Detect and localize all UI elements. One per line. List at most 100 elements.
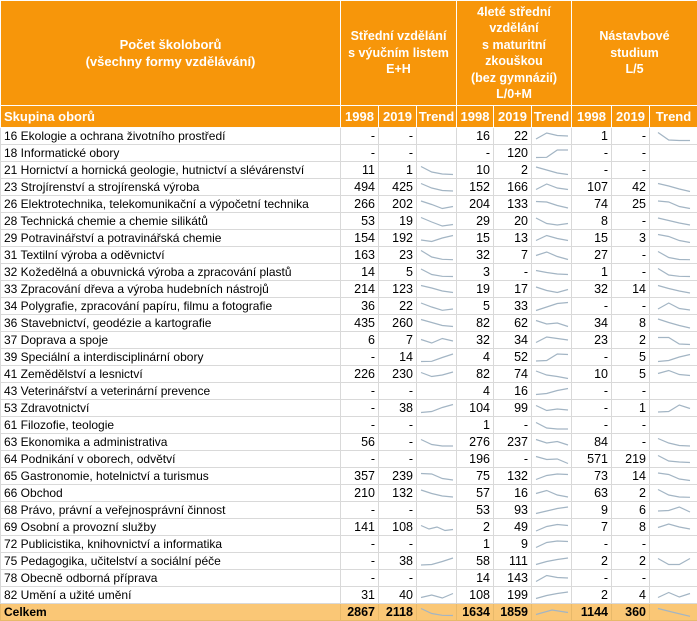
row-label-cell: 53 Zdravotnictví [1,400,341,417]
trend-cell [650,451,697,468]
row-label-cell: 65 Gastronomie, hotelnictví a turismus [1,468,341,485]
value-1998-cell: 34 [572,315,612,332]
value-2019-cell: 132 [379,485,417,502]
value-2019-cell: - [379,434,417,451]
value-2019-cell: 230 [379,366,417,383]
column-header-2019: 2019 [612,106,650,128]
row-label-cell: 64 Podnikání v oborech, odvětví [1,451,341,468]
trend-cell [650,315,697,332]
column-header-2019: 2019 [494,106,532,128]
value-2019-cell: 202 [379,196,417,213]
trend-cell [417,128,457,145]
trend-cell [532,417,572,434]
value-1998-cell: 494 [341,179,379,196]
row-label-cell: 16 Ekologie a ochrana životního prostřed… [1,128,341,145]
trend-cell [532,519,572,536]
trend-sparkline [656,470,692,483]
value-2019-cell: 16 [494,383,532,400]
trend-cell [532,400,572,417]
trend-sparkline [534,453,570,466]
value-2019-cell: - [379,502,417,519]
trend-cell [417,400,457,417]
trend-cell [532,162,572,179]
trend-sparkline [534,589,570,602]
value-1998-cell: - [572,145,612,162]
trend-sparkline [419,181,455,194]
trend-cell [417,502,457,519]
row-label-cell: 82 Umění a užité umění [1,587,341,604]
value-1998-cell: - [341,451,379,468]
trend-sparkline [534,130,570,143]
value-1998-cell: - [572,400,612,417]
trend-sparkline [534,470,570,483]
trend-sparkline [534,521,570,534]
value-1998-cell: 11 [341,162,379,179]
trend-cell [532,332,572,349]
row-label-cell: 23 Strojírenství a strojírenská výroba [1,179,341,196]
row-label-cell: 39 Speciální a interdisciplinární obory [1,349,341,366]
trend-sparkline [534,147,570,160]
trend-cell [532,213,572,230]
trend-sparkline [656,589,692,602]
value-2019-cell: 8 [612,315,650,332]
row-label-cell: 69 Osobní a provozní služby [1,519,341,536]
value-1998-cell: 32 [457,247,494,264]
trend-sparkline [534,164,570,177]
value-1998-cell: 31 [341,587,379,604]
value-2019-cell: 34 [494,332,532,349]
value-2019-cell: 17 [494,281,532,298]
column-header-trend: Trend [417,106,457,128]
value-1998-cell: 2867 [341,604,379,621]
value-2019-cell: - [612,298,650,315]
trend-cell [650,570,697,587]
value-1998-cell: 357 [341,468,379,485]
value-1998-cell: 108 [457,587,494,604]
value-1998-cell: 1 [457,536,494,553]
value-2019-cell: - [612,383,650,400]
row-label-cell: 21 Hornictví a hornická geologie, hutnic… [1,162,341,179]
value-1998-cell: 32 [572,281,612,298]
trend-sparkline [656,249,692,262]
trend-cell [650,434,697,451]
trend-sparkline [534,385,570,398]
trend-cell [532,264,572,281]
value-2019-cell: 20 [494,213,532,230]
table-row: 68 Právo, právní a veřejnosprávní činnos… [1,502,697,519]
value-1998-cell: 14 [341,264,379,281]
value-2019-cell: - [612,162,650,179]
value-2019-cell: 239 [379,468,417,485]
trend-sparkline [534,249,570,262]
row-label-cell: 36 Stavebnictví, geodézie a kartografie [1,315,341,332]
value-1998-cell: 4 [457,349,494,366]
trend-sparkline [534,215,570,228]
value-2019-cell: 2 [612,485,650,502]
trend-cell [417,536,457,553]
table-row: 64 Podnikání v oborech, odvětví--196-571… [1,451,697,468]
value-1998-cell: - [341,128,379,145]
value-1998-cell: - [341,383,379,400]
value-1998-cell: - [341,570,379,587]
trend-sparkline [419,249,455,262]
trend-cell [417,417,457,434]
trend-cell [417,162,457,179]
trend-sparkline [419,368,455,381]
value-1998-cell: 7 [572,519,612,536]
trend-sparkline [656,334,692,347]
value-2019-cell: 6 [612,502,650,519]
trend-cell [417,298,457,315]
row-label-cell: 75 Pedagogika, učitelství a sociální péč… [1,553,341,570]
value-2019-cell: - [612,145,650,162]
value-2019-cell: - [379,383,417,400]
row-label-cell: 72 Publicistika, knihovnictví a informat… [1,536,341,553]
trend-sparkline [534,181,570,194]
value-2019-cell: 133 [494,196,532,213]
value-2019-cell: - [612,213,650,230]
trend-cell [417,519,457,536]
value-2019-cell: 93 [494,502,532,519]
trend-sparkline [419,198,455,211]
value-2019-cell: 13 [494,230,532,247]
table-row: 18 Informatické obory---120-- [1,145,697,162]
value-1998-cell: 3 [457,264,494,281]
trend-sparkline [534,368,570,381]
value-2019-cell: 99 [494,400,532,417]
